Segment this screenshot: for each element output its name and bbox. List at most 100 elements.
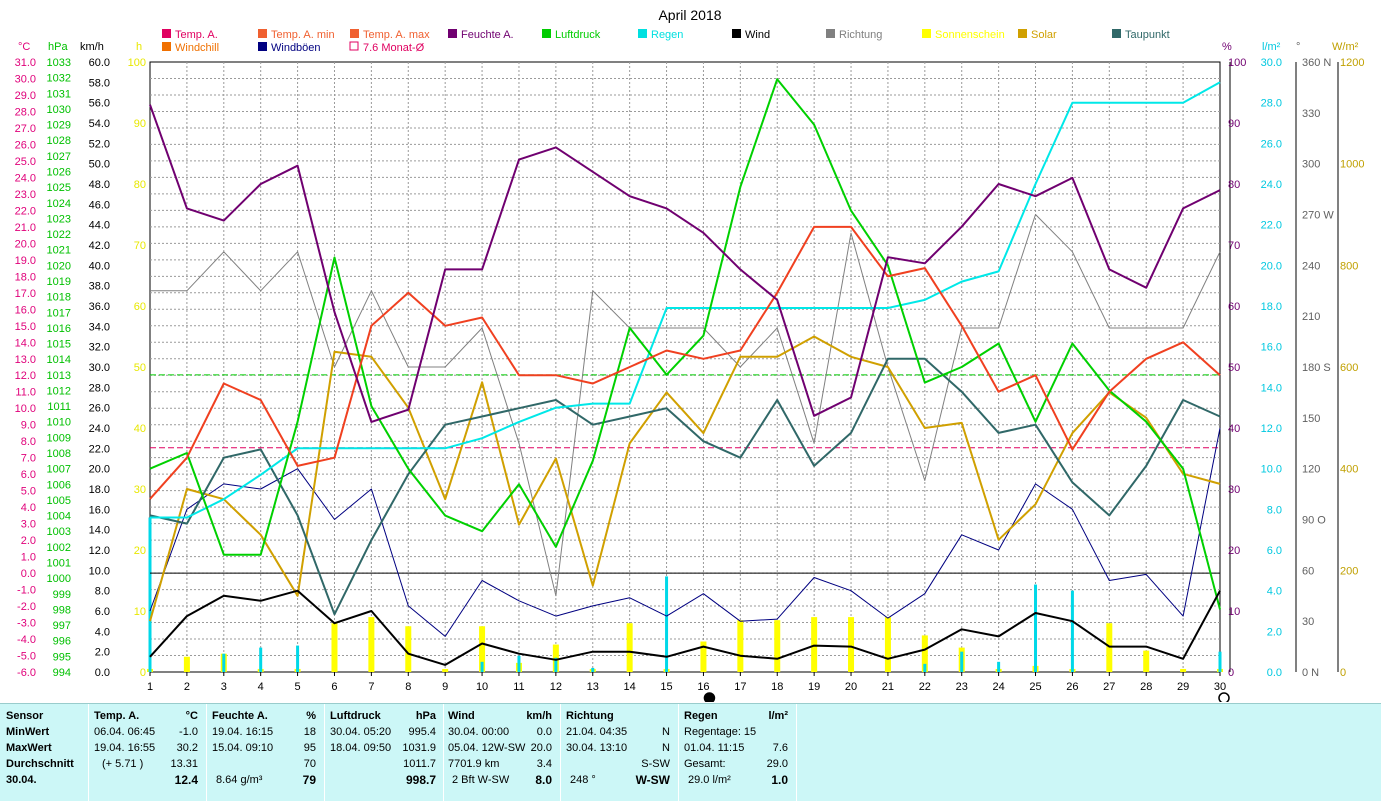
stats-pressure: Luftdruck hPa 30.04. 05:20 995.4 18.04. 09… [330, 708, 440, 796]
legend-label: Wind [745, 29, 770, 41]
series-line-richtung [150, 214, 1221, 597]
rain-tick: 8.0 [1267, 504, 1282, 516]
temp-today-val: 12.4 [174, 773, 198, 787]
sensor-avg: Durchschnitt [6, 758, 74, 770]
temp-tick: 15.0 [15, 321, 36, 333]
x-tick-label: 12 [550, 681, 562, 693]
x-tick-label: 27 [1103, 681, 1115, 693]
pressure-tick: 1025 [47, 182, 71, 194]
wind-tick: 48.0 [89, 179, 110, 191]
unit-label-pressure: hPa [48, 41, 68, 53]
pressure-tick: 1027 [47, 151, 71, 163]
solar-tick: 1000 [1340, 159, 1364, 171]
rain-tick: 4.0 [1267, 586, 1282, 598]
rain-bar [997, 661, 1001, 672]
temp-tick: 11.0 [15, 387, 36, 399]
humidity-tick: 60 [1228, 301, 1240, 313]
x-tick-label: 3 [221, 681, 227, 693]
rain-tick: 26.0 [1261, 138, 1282, 150]
humidity-today-note: 8.64 g/m³ [216, 774, 263, 786]
pressure-tick: 1020 [47, 260, 71, 272]
rain-tick: 20.0 [1261, 260, 1282, 272]
temp-tick: 30.0 [15, 73, 36, 85]
unit-label-rain: l/m² [1262, 41, 1281, 53]
sunshine-bar [183, 656, 190, 672]
direction-tick: 240 [1302, 260, 1320, 272]
wind-tick: 14.0 [89, 525, 110, 537]
temp-tick: 23.0 [15, 189, 36, 201]
rain-unit: l/m² [768, 710, 788, 722]
legend-swatch [349, 41, 359, 51]
temp-tick: 21.0 [15, 222, 36, 234]
humidity-max-val: 95 [303, 742, 316, 754]
stats-rain: Regen l/m² Regentage: 15 01.04. 11:15 7.6 … [684, 708, 792, 796]
x-tick-label: 18 [771, 681, 783, 693]
pressure-tick: 1018 [47, 292, 71, 304]
temp-tick: 18.0 [15, 271, 36, 283]
direction-tick: 270 W [1302, 210, 1334, 222]
x-tick-label: 4 [258, 681, 264, 693]
unit-label-temp: °C [18, 41, 30, 53]
sunshine-bar [884, 617, 891, 672]
sunshine-bar [737, 620, 744, 672]
sunshine-tick: 10 [134, 606, 146, 618]
new-moon-icon [703, 692, 716, 702]
x-tick-label: 20 [845, 681, 857, 693]
chart-title: April 2018 [658, 7, 721, 23]
wind-max-val: 20.0 [530, 742, 552, 754]
sunshine-bar [368, 617, 375, 672]
sunshine-bar [811, 617, 818, 672]
wind-tick: 46.0 [89, 199, 110, 211]
full-moon-icon [1218, 692, 1230, 702]
stats-humidity: Feuchte A.% 19.04. 16:15 18 15.04. 09:10 9… [212, 708, 320, 796]
pressure-tick: 1012 [47, 385, 71, 397]
pressure-tick: 1030 [47, 104, 71, 116]
humidity-tick: 40 [1228, 423, 1240, 435]
legend-swatch [638, 29, 647, 38]
direction-tick: 330 [1302, 108, 1320, 120]
rain-bar [296, 645, 300, 672]
legend-swatch [1018, 29, 1027, 38]
humidity-tick: 10 [1228, 606, 1240, 618]
sunshine-tick: 80 [134, 179, 146, 191]
pressure-tick: 1017 [47, 307, 71, 319]
temp-tick: -1.0 [17, 585, 36, 597]
pressure-tick: 1033 [47, 57, 71, 69]
x-tick-label: 13 [587, 681, 599, 693]
wind-header: Wind [448, 710, 475, 722]
wind-tick: 26.0 [89, 403, 110, 415]
pressure-avg-val: 1011.7 [403, 758, 436, 770]
sunshine-tick: 60 [134, 301, 146, 313]
rain-tick: 30.0 [1261, 57, 1282, 69]
direction-tick: 300 [1302, 159, 1320, 171]
series-line-feuchte-a- [149, 104, 1221, 423]
axis-unit-labels: °C hPa km/h h% l/m² ° W/m² [18, 41, 1359, 53]
direction-tick: 0 N [1302, 667, 1319, 679]
temp-tick: 12.0 [15, 370, 36, 382]
wind-avg-val: 3.4 [536, 758, 552, 770]
rain-total-val: 29.0 [766, 758, 788, 770]
humidity-today-val: 79 [302, 773, 316, 787]
temp-tick: 17.0 [15, 288, 36, 300]
temp-min-time: 06.04. 06:45 [94, 726, 156, 738]
temp-tick: 9.0 [21, 420, 36, 432]
direction-tick: 30 [1302, 616, 1314, 628]
legend-label: 7.6 Monat-Ø [363, 42, 425, 54]
unit-label-direction: ° [1296, 41, 1300, 53]
sunshine-tick: 0 [140, 667, 146, 679]
x-tick-label: 21 [882, 681, 894, 693]
wind-tick: 54.0 [89, 118, 110, 130]
rain-total-label: Gesamt: [684, 758, 726, 770]
x-tick-label: 24 [992, 681, 1004, 693]
pressure-min-time: 30.04. 05:20 [330, 726, 392, 738]
pressure-tick: 1031 [47, 88, 71, 100]
x-tick-label: 2 [184, 681, 190, 693]
humidity-tick: 100 [1228, 57, 1246, 69]
temp-tick: -6.0 [17, 667, 36, 679]
wind-tick: 20.0 [89, 464, 110, 476]
direction-avg-val: S-SW [641, 758, 670, 770]
series-line-wind [149, 589, 1221, 666]
rain-tick: 14.0 [1261, 382, 1282, 394]
pressure-tick: 1019 [47, 276, 71, 288]
temp-tick: 5.0 [21, 486, 36, 498]
